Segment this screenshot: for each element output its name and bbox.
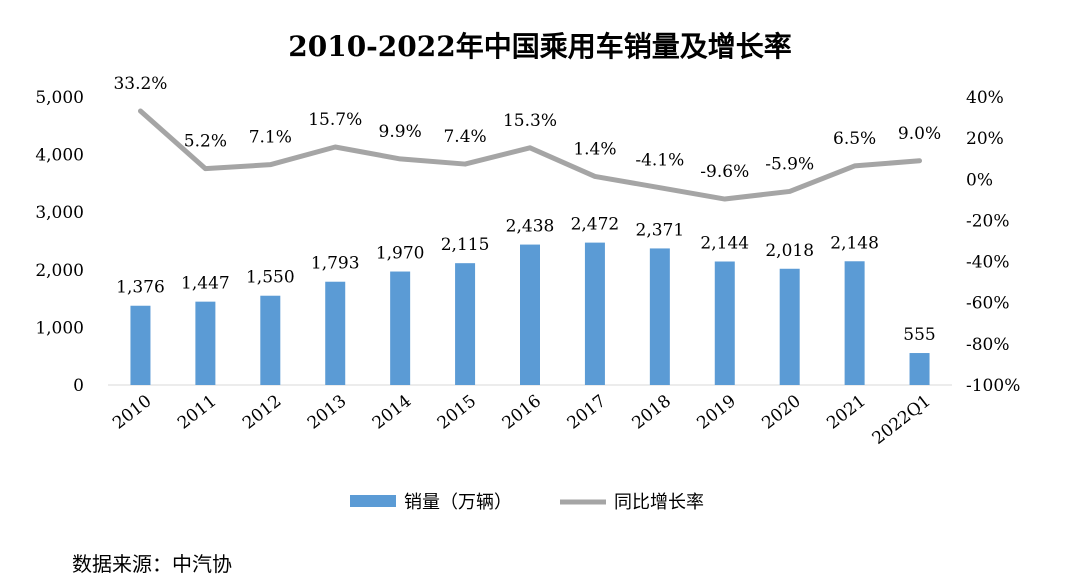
line-data-label: 7.4% (443, 127, 486, 147)
x-axis-tick-label: 2010 (109, 391, 155, 433)
line-data-label: 9.0% (898, 124, 941, 144)
left-axis: 0 1,000 2,000 3,000 4,000 5,000 (35, 88, 84, 396)
x-axis-tick-label: 2019 (693, 391, 739, 433)
bar-data-label: 2,371 (636, 220, 685, 240)
bar (260, 295, 281, 385)
right-axis-tick-label: -20% (966, 211, 1010, 231)
line-data-label: -5.9% (765, 154, 814, 174)
bar (520, 244, 540, 385)
line-data-label: 15.7% (308, 110, 362, 130)
line-data-label: 1.4% (573, 139, 616, 159)
bar (390, 271, 411, 385)
left-axis-tick-label: 1,000 (35, 318, 84, 338)
line-data-label: 9.9% (379, 122, 422, 142)
bar-data-label: 1,376 (116, 278, 165, 298)
left-axis-tick-label: 4,000 (35, 146, 84, 166)
bar-data-label: 2,472 (571, 215, 620, 235)
bar-data-label: 1,447 (181, 274, 230, 294)
right-axis-tick-label: -100% (966, 376, 1020, 396)
bar (325, 281, 346, 385)
right-axis-tick-label: 40% (966, 88, 1004, 108)
bar (649, 248, 670, 385)
line-data-label: 7.1% (249, 128, 292, 148)
bar-data-label: 2,115 (441, 235, 490, 255)
left-axis-tick-label: 2,000 (35, 261, 84, 281)
bar (455, 263, 476, 385)
bar-data-label: 2,438 (506, 217, 555, 237)
line-data-label: -4.1% (635, 151, 684, 171)
left-axis-tick-label: 5,000 (35, 88, 84, 108)
bar (844, 261, 865, 385)
x-axis-tick-label: 2014 (369, 391, 415, 433)
growth-rate-line (137, 108, 923, 202)
bar (584, 242, 605, 385)
bar-data-label: 2,144 (700, 234, 749, 254)
right-axis-tick-label: -40% (966, 253, 1010, 273)
right-axis-tick-label: -80% (966, 335, 1010, 355)
left-axis-tick-label: 3,000 (35, 203, 84, 223)
right-axis-tick-label: 0% (966, 170, 993, 190)
bar-data-label: 1,970 (376, 244, 425, 264)
x-axis-tick-label: 2013 (304, 391, 350, 433)
x-axis-tick-label: 2021 (823, 391, 869, 433)
x-axis-tick-label: 2011 (174, 391, 220, 433)
line-data-label: 5.2% (184, 132, 227, 152)
x-axis-tick-label: 2016 (499, 391, 545, 433)
line-data-label: 33.2% (113, 74, 167, 94)
x-axis-tick-label: 2018 (629, 391, 675, 433)
bar-data-label: 555 (903, 325, 935, 345)
line-series: 33.2% 5.2% 7.1% 15.7% 9.9% 7.4% 15.3% 1.4% -4.1%… (113, 74, 941, 202)
right-axis: -100% -80% -60% -40% -20% 0% 20% 40% (966, 88, 1020, 396)
right-axis-tick-label: 20% (966, 129, 1004, 149)
right-axis-tick-label: -60% (966, 294, 1010, 314)
bar (714, 261, 735, 385)
legend-bar-swatch (350, 495, 396, 507)
line-data-label: 6.5% (833, 129, 876, 149)
legend: 销量（万辆） 同比增长率 (350, 492, 704, 513)
bar (779, 268, 800, 385)
bar-series: 1,376 1,447 1,550 1,793 1,970 2,115 2,438 2,472… (116, 215, 936, 385)
x-axis-tick-label: 2022Q1 (869, 391, 935, 449)
x-axis-tick-label: 2015 (434, 391, 480, 433)
x-axis-tick-label: 2020 (758, 391, 804, 433)
x-axis-tick-label: 2017 (564, 391, 610, 433)
line-data-label: 15.3% (503, 111, 557, 131)
source-note: 数据来源：中汽协 (72, 552, 232, 576)
line-data-label: -9.6% (700, 162, 749, 182)
left-axis-tick-label: 0 (73, 376, 84, 396)
legend-bar-label: 销量（万辆） (404, 492, 512, 513)
bar (130, 305, 151, 385)
bar-data-label: 2,018 (765, 241, 814, 261)
legend-line-label: 同比增长率 (614, 492, 704, 513)
bar-data-label: 1,793 (311, 254, 360, 274)
x-axis-tick-label: 2012 (239, 391, 285, 433)
bar (909, 353, 930, 385)
bar (195, 301, 216, 385)
bar-data-label: 2,148 (830, 233, 879, 253)
x-axis: 2010 2011 2012 2013 2014 2015 2016 2017 2018 2019… (108, 384, 952, 449)
bar-data-label: 1,550 (246, 268, 295, 288)
chart-title: 2010-2022年中国乘用车销量及增长率 (288, 30, 791, 63)
